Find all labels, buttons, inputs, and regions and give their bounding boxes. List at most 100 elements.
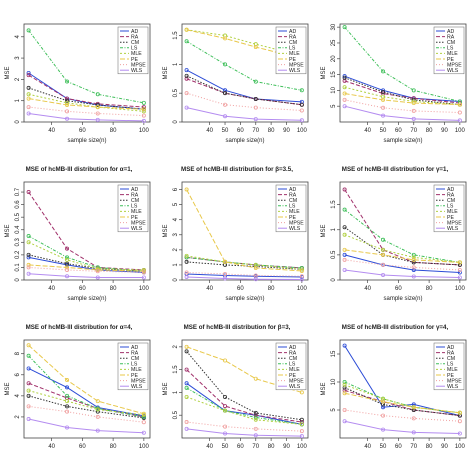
chart-6: MSE of hcMB-III distribution for γ=1, 40 6…	[321, 166, 467, 302]
data-point	[141, 275, 146, 280]
data-point	[223, 271, 228, 276]
x-tick-label: 40	[48, 286, 55, 292]
legend-label: AD	[289, 29, 296, 35]
series-cm	[342, 385, 462, 418]
plot-frame	[339, 23, 467, 123]
series-line	[28, 395, 144, 419]
x-tick-label: 80	[110, 286, 117, 292]
data-point	[26, 105, 31, 110]
legend-box	[117, 184, 149, 233]
series-mle	[26, 388, 146, 417]
legend-label: CM	[289, 356, 297, 362]
plot-frame	[181, 339, 309, 439]
data-point	[95, 428, 100, 433]
data-point	[141, 269, 146, 274]
legend-label: CM	[447, 198, 455, 204]
data-point	[342, 247, 347, 252]
y-tick-label: 15	[331, 71, 337, 78]
y-tick-label: 0.1	[15, 263, 21, 272]
x-tick-label: 40	[48, 444, 55, 450]
plot-frame	[181, 23, 309, 123]
y-tick-label: 0.6	[15, 200, 21, 209]
x-tick-label: 70	[410, 128, 417, 134]
data-point	[95, 414, 100, 419]
data-point	[342, 391, 347, 396]
x-tick-label: 60	[79, 286, 86, 292]
data-point	[95, 265, 100, 270]
data-point	[26, 111, 31, 116]
series-line	[344, 93, 460, 106]
data-point	[184, 385, 189, 390]
legend-label: MPSE	[131, 62, 146, 68]
series-line	[186, 428, 302, 437]
series-line	[28, 72, 144, 110]
series-line	[28, 254, 144, 272]
legend-label: AD	[447, 187, 454, 193]
series-line	[28, 241, 144, 271]
series-line	[28, 390, 144, 416]
y-tick-label: 0.5	[331, 250, 337, 259]
data-point	[299, 118, 304, 123]
data-point	[223, 36, 228, 41]
data-point	[381, 272, 386, 277]
series-ad	[342, 74, 462, 104]
data-point	[95, 111, 100, 116]
data-point	[141, 109, 146, 114]
series-line	[28, 418, 144, 434]
data-point	[411, 255, 416, 260]
legend-label: MLE	[289, 51, 300, 57]
chart-2: 40 50 60 70 80 90 100 0 0.5 1 1.5 sample size(n) MSE…	[163, 23, 309, 144]
y-tick-label: 15	[331, 350, 337, 357]
legend-label: LS	[131, 204, 138, 210]
data-point	[184, 344, 189, 349]
data-point	[26, 255, 31, 260]
data-point	[184, 394, 189, 399]
y-tick-label: 4	[15, 394, 21, 398]
legend-box	[433, 184, 465, 233]
data-point	[381, 399, 386, 404]
y-tick-label: 5	[331, 104, 337, 108]
x-tick-label: 80	[426, 128, 433, 134]
data-point	[299, 267, 304, 272]
data-point	[411, 252, 416, 257]
series-line	[28, 264, 144, 272]
data-point	[184, 39, 189, 44]
series-line	[344, 80, 460, 104]
series-ra	[342, 388, 462, 418]
data-point	[184, 68, 189, 73]
data-point	[26, 366, 31, 371]
x-tick-label: 60	[237, 286, 244, 292]
series-line	[28, 405, 144, 423]
series-line	[186, 382, 302, 425]
plot-frame	[339, 339, 467, 439]
legend-box	[275, 184, 307, 233]
series-mpse	[184, 420, 304, 434]
y-tick-label: 0	[331, 278, 337, 282]
data-point	[411, 99, 416, 104]
series-line	[344, 389, 460, 417]
legend-label: RA	[289, 350, 297, 356]
data-point	[381, 262, 386, 267]
data-point	[457, 267, 462, 272]
panel-5: MSE of hcMB-III distribution for β=3.5, 4…	[158, 158, 316, 316]
series-mpse	[26, 105, 146, 118]
data-point	[253, 45, 258, 50]
data-point	[381, 97, 386, 102]
y-tick-label: 4	[15, 34, 21, 38]
panel-6: MSE of hcMB-III distribution for γ=1, 40 6…	[316, 158, 474, 316]
x-tick-label: 100	[139, 128, 150, 134]
data-point	[411, 430, 416, 435]
data-point	[26, 28, 31, 33]
y-tick-label: 0.5	[173, 410, 179, 419]
data-point	[253, 426, 258, 431]
series-line	[28, 355, 144, 418]
legend-label: RA	[289, 192, 297, 198]
legend-label: LS	[289, 204, 296, 210]
data-point	[299, 429, 304, 434]
data-point	[184, 253, 189, 258]
plot-frame	[23, 181, 151, 281]
data-point	[95, 399, 100, 404]
data-point	[457, 431, 462, 436]
data-point	[65, 265, 70, 270]
data-point	[223, 394, 228, 399]
